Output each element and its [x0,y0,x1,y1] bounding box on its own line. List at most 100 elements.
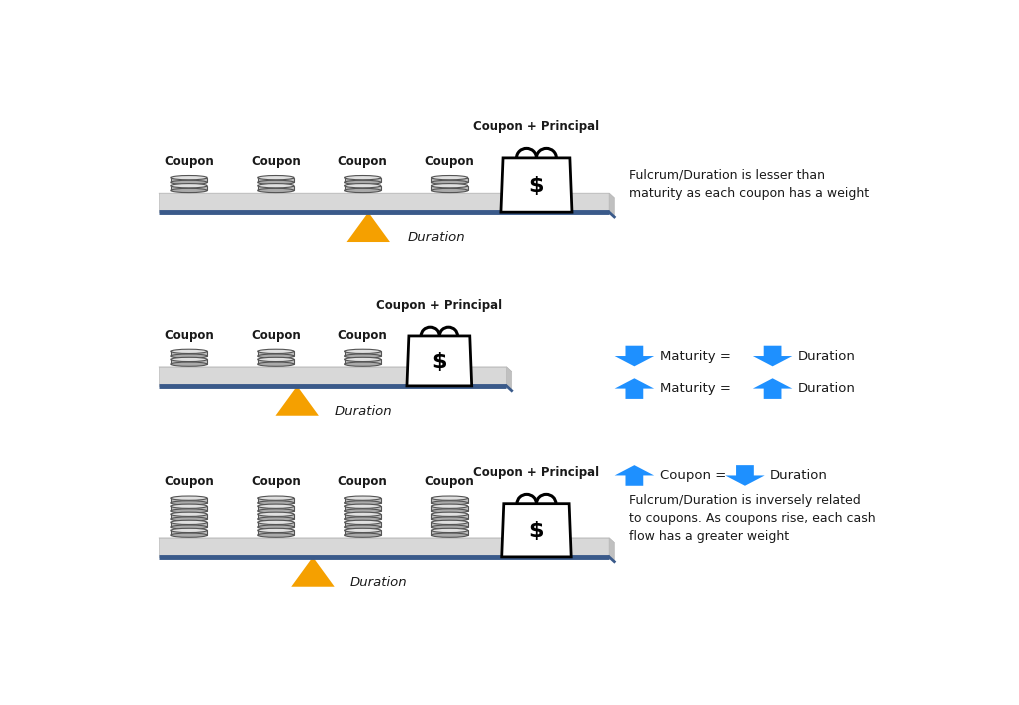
Text: Fulcrum/Duration is inversely related
to coupons. As coupons rise, each cash
flo: Fulcrum/Duration is inversely related to… [629,494,875,544]
Ellipse shape [258,188,294,192]
Polygon shape [431,530,468,535]
Ellipse shape [344,354,381,358]
Ellipse shape [258,517,294,521]
Polygon shape [431,498,468,503]
Polygon shape [753,379,793,399]
Polygon shape [258,178,294,183]
Ellipse shape [344,533,381,537]
Text: Coupon: Coupon [164,475,214,489]
Polygon shape [258,498,294,503]
Polygon shape [753,345,793,367]
Text: Coupon + Principal: Coupon + Principal [474,466,599,479]
Ellipse shape [171,354,207,358]
Ellipse shape [171,509,207,513]
Ellipse shape [171,512,207,517]
Text: Coupon =: Coupon = [659,469,726,482]
Polygon shape [171,351,207,356]
Polygon shape [614,345,654,367]
Ellipse shape [171,496,207,501]
Polygon shape [609,538,614,562]
Polygon shape [344,498,381,503]
Text: Duration: Duration [798,350,856,362]
Polygon shape [346,212,390,242]
Polygon shape [171,178,207,183]
Polygon shape [159,367,506,386]
Ellipse shape [344,504,381,508]
Ellipse shape [171,528,207,532]
Ellipse shape [171,517,207,521]
Polygon shape [159,367,512,372]
Ellipse shape [258,349,294,353]
Ellipse shape [171,504,207,508]
Polygon shape [258,506,294,511]
Polygon shape [275,386,319,416]
Ellipse shape [171,520,207,525]
Polygon shape [501,503,572,557]
Ellipse shape [258,357,294,362]
Polygon shape [258,522,294,527]
Ellipse shape [344,349,381,353]
Text: Coupon: Coupon [338,475,387,489]
Text: Coupon: Coupon [251,329,301,341]
Polygon shape [258,530,294,535]
Polygon shape [159,193,609,212]
Polygon shape [344,178,381,183]
Polygon shape [501,158,572,212]
Ellipse shape [431,176,468,180]
Polygon shape [258,351,294,356]
Polygon shape [506,367,512,391]
Ellipse shape [431,512,468,517]
Polygon shape [431,514,468,519]
Ellipse shape [431,520,468,525]
Text: Coupon: Coupon [338,155,387,168]
Text: $: $ [432,352,447,372]
Polygon shape [431,178,468,183]
Polygon shape [344,514,381,519]
Ellipse shape [431,501,468,505]
Ellipse shape [171,183,207,188]
Ellipse shape [344,176,381,180]
Polygon shape [344,506,381,511]
Text: Duration: Duration [351,576,408,589]
Polygon shape [344,360,381,364]
Polygon shape [171,522,207,527]
Ellipse shape [344,520,381,525]
Polygon shape [614,379,654,399]
Ellipse shape [258,525,294,529]
Polygon shape [291,557,334,587]
Ellipse shape [258,496,294,501]
Ellipse shape [171,362,207,367]
Polygon shape [344,522,381,527]
Polygon shape [726,465,764,486]
Text: Coupon + Principal: Coupon + Principal [376,298,502,312]
Ellipse shape [344,528,381,532]
Polygon shape [171,498,207,503]
Ellipse shape [258,504,294,508]
Ellipse shape [258,180,294,185]
Ellipse shape [344,357,381,362]
Ellipse shape [258,528,294,532]
Polygon shape [344,185,381,190]
Text: Coupon + Principal: Coupon + Principal [474,121,599,133]
Ellipse shape [431,496,468,501]
Ellipse shape [171,349,207,353]
Polygon shape [609,193,614,217]
Ellipse shape [171,501,207,505]
Ellipse shape [431,525,468,529]
Text: Coupon: Coupon [164,329,214,341]
Ellipse shape [431,180,468,185]
Ellipse shape [258,354,294,358]
Ellipse shape [431,528,468,532]
Ellipse shape [431,509,468,513]
Ellipse shape [171,357,207,362]
Polygon shape [614,465,654,486]
Ellipse shape [431,517,468,521]
Ellipse shape [258,509,294,513]
Polygon shape [171,506,207,511]
Text: Maturity =: Maturity = [659,350,731,362]
Text: Duration: Duration [408,231,466,244]
Text: Duration: Duration [770,469,828,482]
Text: Coupon: Coupon [425,475,475,489]
Ellipse shape [171,180,207,185]
Ellipse shape [258,183,294,188]
